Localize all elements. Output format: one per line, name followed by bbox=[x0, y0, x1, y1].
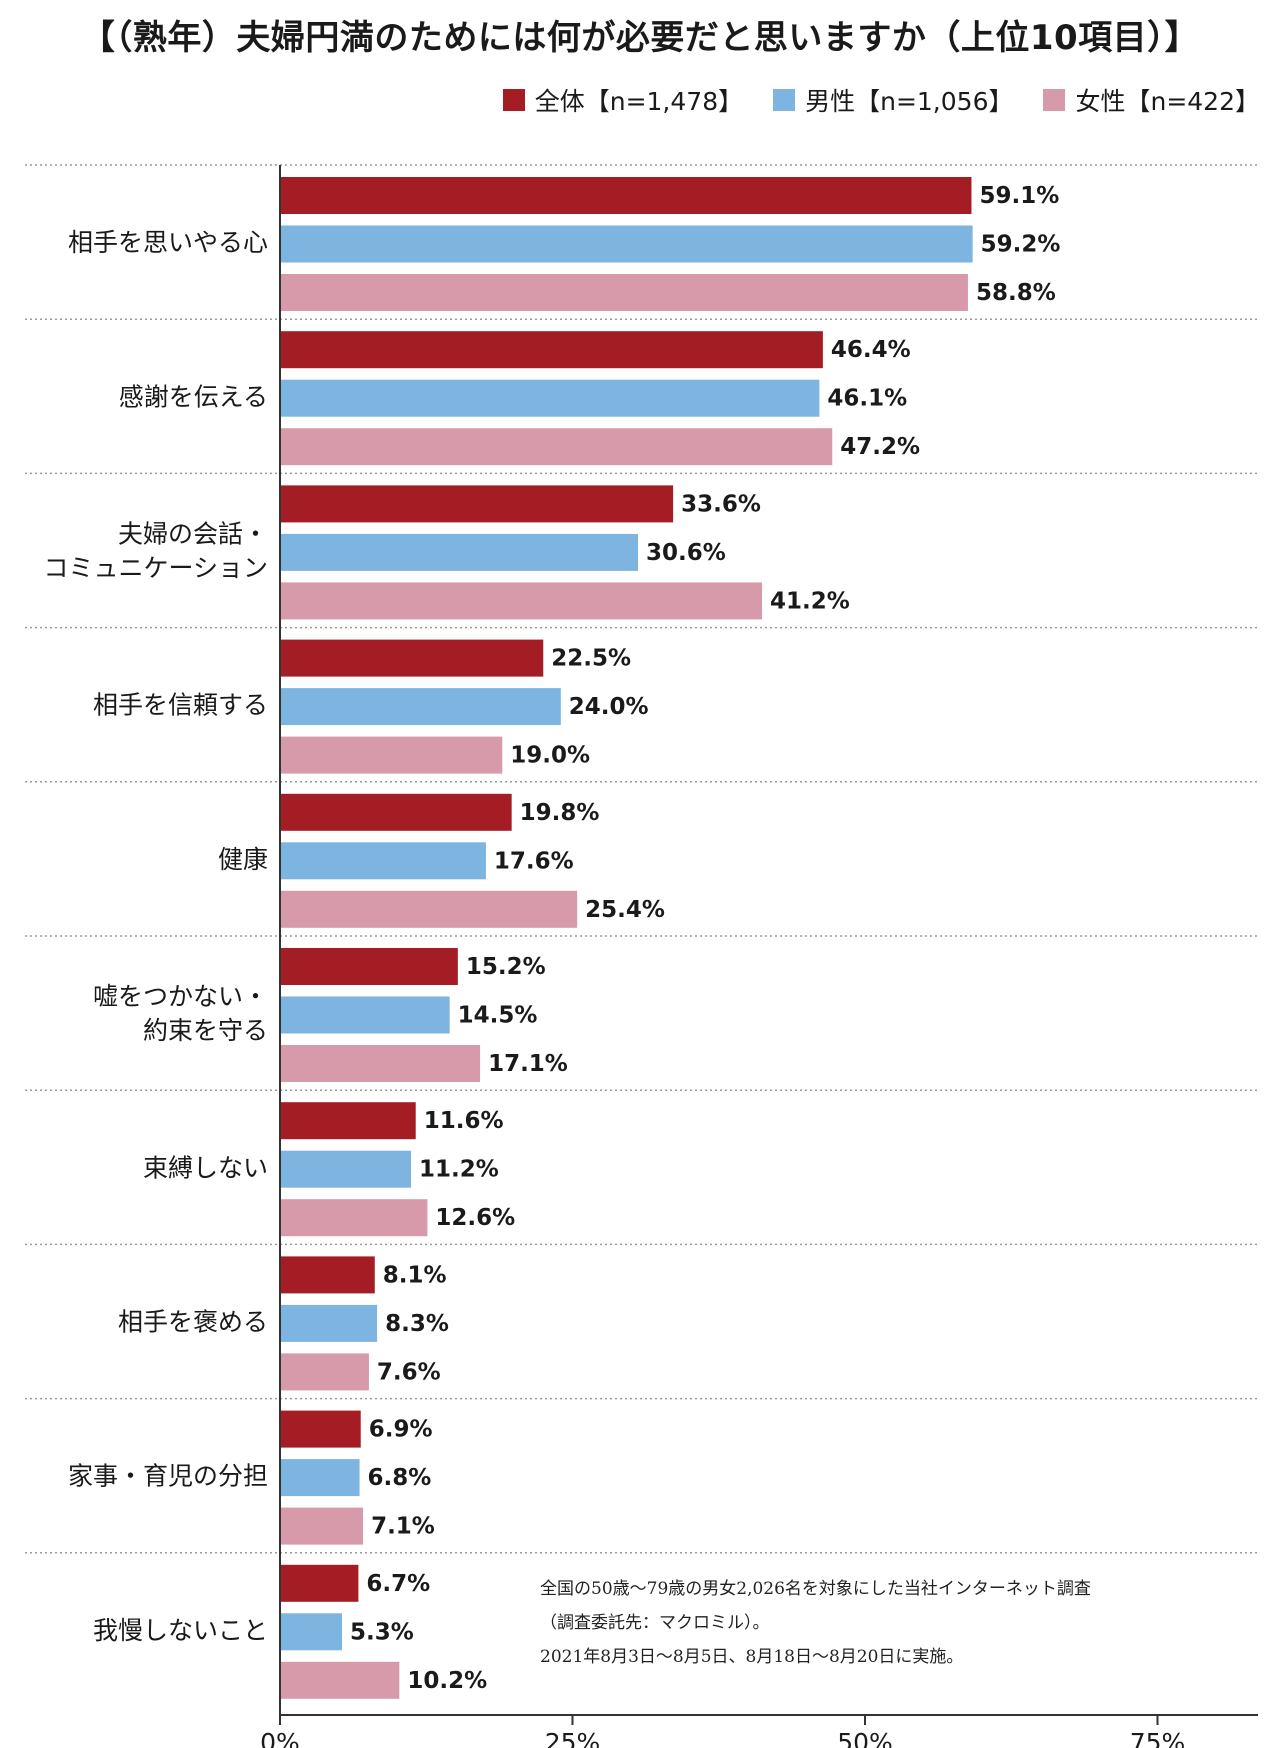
bar-value-label: 11.6% bbox=[424, 1108, 504, 1134]
legend-swatch-all bbox=[502, 89, 525, 111]
bar-value-label: 8.3% bbox=[385, 1311, 449, 1337]
legend-swatch-male bbox=[773, 89, 796, 111]
bar bbox=[280, 948, 458, 985]
bar bbox=[280, 1613, 343, 1651]
bar bbox=[280, 639, 544, 677]
bar bbox=[280, 1507, 364, 1545]
bar bbox=[280, 842, 486, 880]
bar bbox=[280, 274, 968, 311]
x-tick-label: 50% bbox=[837, 1728, 893, 1748]
bar-value-label: 19.8% bbox=[520, 800, 600, 826]
bar-value-label: 24.0% bbox=[569, 694, 649, 720]
bar-value-label: 5.3% bbox=[350, 1619, 414, 1645]
legend-item-male: 男性【n=1,056】 bbox=[773, 82, 1013, 118]
bar-value-label: 6.8% bbox=[368, 1465, 432, 1491]
bar bbox=[280, 688, 561, 726]
x-tick-label: 0% bbox=[260, 1728, 300, 1748]
x-tick-label: 25% bbox=[545, 1728, 601, 1748]
chart-title: 【（熟年）夫婦円満のためには何が必要だと思いますか（上位10項目）】 bbox=[80, 18, 1200, 58]
category-label: 束縛しない bbox=[143, 1153, 268, 1182]
chart-legend: 全体【n=1,478】 男性【n=1,056】 女性【n=422】 bbox=[502, 82, 1260, 118]
bar-value-label: 6.7% bbox=[366, 1571, 430, 1597]
survey-note-line-1: 全国の50歳〜79歳の男女2,026名を対象にした当社インターネット調査 bbox=[540, 1579, 1091, 1599]
legend-item-female: 女性【n=422】 bbox=[1043, 82, 1260, 118]
bar-value-label: 10.2% bbox=[407, 1668, 487, 1694]
category-label: 我慢しないこと bbox=[93, 1616, 268, 1645]
bar bbox=[280, 736, 503, 774]
bar-value-label: 47.2% bbox=[840, 434, 920, 460]
category-label: 相手を褒める bbox=[118, 1308, 268, 1337]
bar bbox=[280, 1045, 481, 1082]
legend-label-female: 女性【n=422】 bbox=[1075, 87, 1260, 116]
bar bbox=[280, 1459, 360, 1497]
bar bbox=[280, 331, 823, 369]
bar bbox=[280, 379, 820, 417]
bar-value-label: 58.8% bbox=[976, 280, 1056, 306]
category-label: 約束を守る bbox=[143, 1016, 268, 1045]
category-label: 家事・育児の分担 bbox=[68, 1462, 268, 1491]
bar-value-label: 7.1% bbox=[371, 1514, 435, 1540]
bar-value-label: 15.2% bbox=[466, 954, 546, 980]
bar bbox=[280, 1304, 378, 1342]
survey-note: 全国の50歳〜79歳の男女2,026名を対象にした当社インターネット調査 （調査… bbox=[540, 1572, 1091, 1674]
x-tick-label: 75% bbox=[1130, 1728, 1186, 1748]
bar bbox=[280, 1564, 359, 1602]
bar-value-label: 6.9% bbox=[369, 1417, 433, 1443]
bar bbox=[280, 428, 833, 466]
bar-value-label: 7.6% bbox=[377, 1359, 441, 1385]
bar-value-label: 25.4% bbox=[585, 897, 665, 923]
bar bbox=[280, 225, 973, 263]
bar bbox=[280, 1150, 412, 1188]
bar-value-label: 22.5% bbox=[551, 646, 631, 672]
category-label: 相手を思いやる心 bbox=[68, 228, 268, 257]
bar bbox=[280, 1102, 416, 1140]
survey-note-line-3: 2021年8月3日〜8月5日、8月18日〜8月20日に実施。 bbox=[540, 1647, 964, 1667]
legend-swatch-female bbox=[1043, 89, 1066, 111]
bar bbox=[280, 582, 763, 620]
legend-label-all: 全体【n=1,478】 bbox=[534, 87, 744, 116]
bar bbox=[280, 485, 674, 523]
bar-value-label: 8.1% bbox=[383, 1262, 447, 1288]
bar bbox=[280, 890, 578, 928]
bar bbox=[280, 1256, 375, 1294]
category-label: 嘘をつかない・ bbox=[93, 982, 268, 1011]
bar-value-label: 17.6% bbox=[494, 848, 574, 874]
bar bbox=[280, 1661, 400, 1699]
bar-value-label: 30.6% bbox=[646, 540, 726, 566]
bar bbox=[280, 996, 450, 1034]
bar-value-label: 41.2% bbox=[770, 588, 850, 614]
bar-value-label: 59.1% bbox=[979, 183, 1059, 209]
bar-value-label: 46.4% bbox=[831, 337, 911, 363]
bar-value-label: 11.2% bbox=[419, 1157, 499, 1183]
bar-value-label: 17.1% bbox=[488, 1051, 568, 1077]
legend-label-male: 男性【n=1,056】 bbox=[805, 87, 1014, 116]
bar-value-label: 33.6% bbox=[681, 491, 761, 517]
bar-value-label: 59.2% bbox=[981, 232, 1061, 258]
category-label: 相手を信頼する bbox=[93, 691, 268, 720]
bar-value-label: 46.1% bbox=[827, 386, 907, 412]
category-label: 感謝を伝える bbox=[119, 382, 268, 411]
category-label: コミュニケーション bbox=[43, 554, 268, 583]
bar bbox=[280, 793, 512, 831]
bar-value-label: 12.6% bbox=[435, 1205, 515, 1231]
bar bbox=[280, 1199, 428, 1237]
bar bbox=[280, 1353, 369, 1391]
bar bbox=[280, 533, 639, 571]
bar bbox=[280, 1410, 361, 1448]
legend-item-all: 全体【n=1,478】 bbox=[502, 82, 744, 118]
bar-value-label: 14.5% bbox=[458, 1003, 538, 1029]
category-label: 健康 bbox=[218, 845, 268, 874]
survey-note-line-2: （調査委託先：マクロミル）。 bbox=[540, 1613, 770, 1633]
bar bbox=[280, 177, 972, 214]
bar-value-label: 19.0% bbox=[510, 743, 590, 769]
category-label: 夫婦の会話・ bbox=[118, 520, 268, 549]
